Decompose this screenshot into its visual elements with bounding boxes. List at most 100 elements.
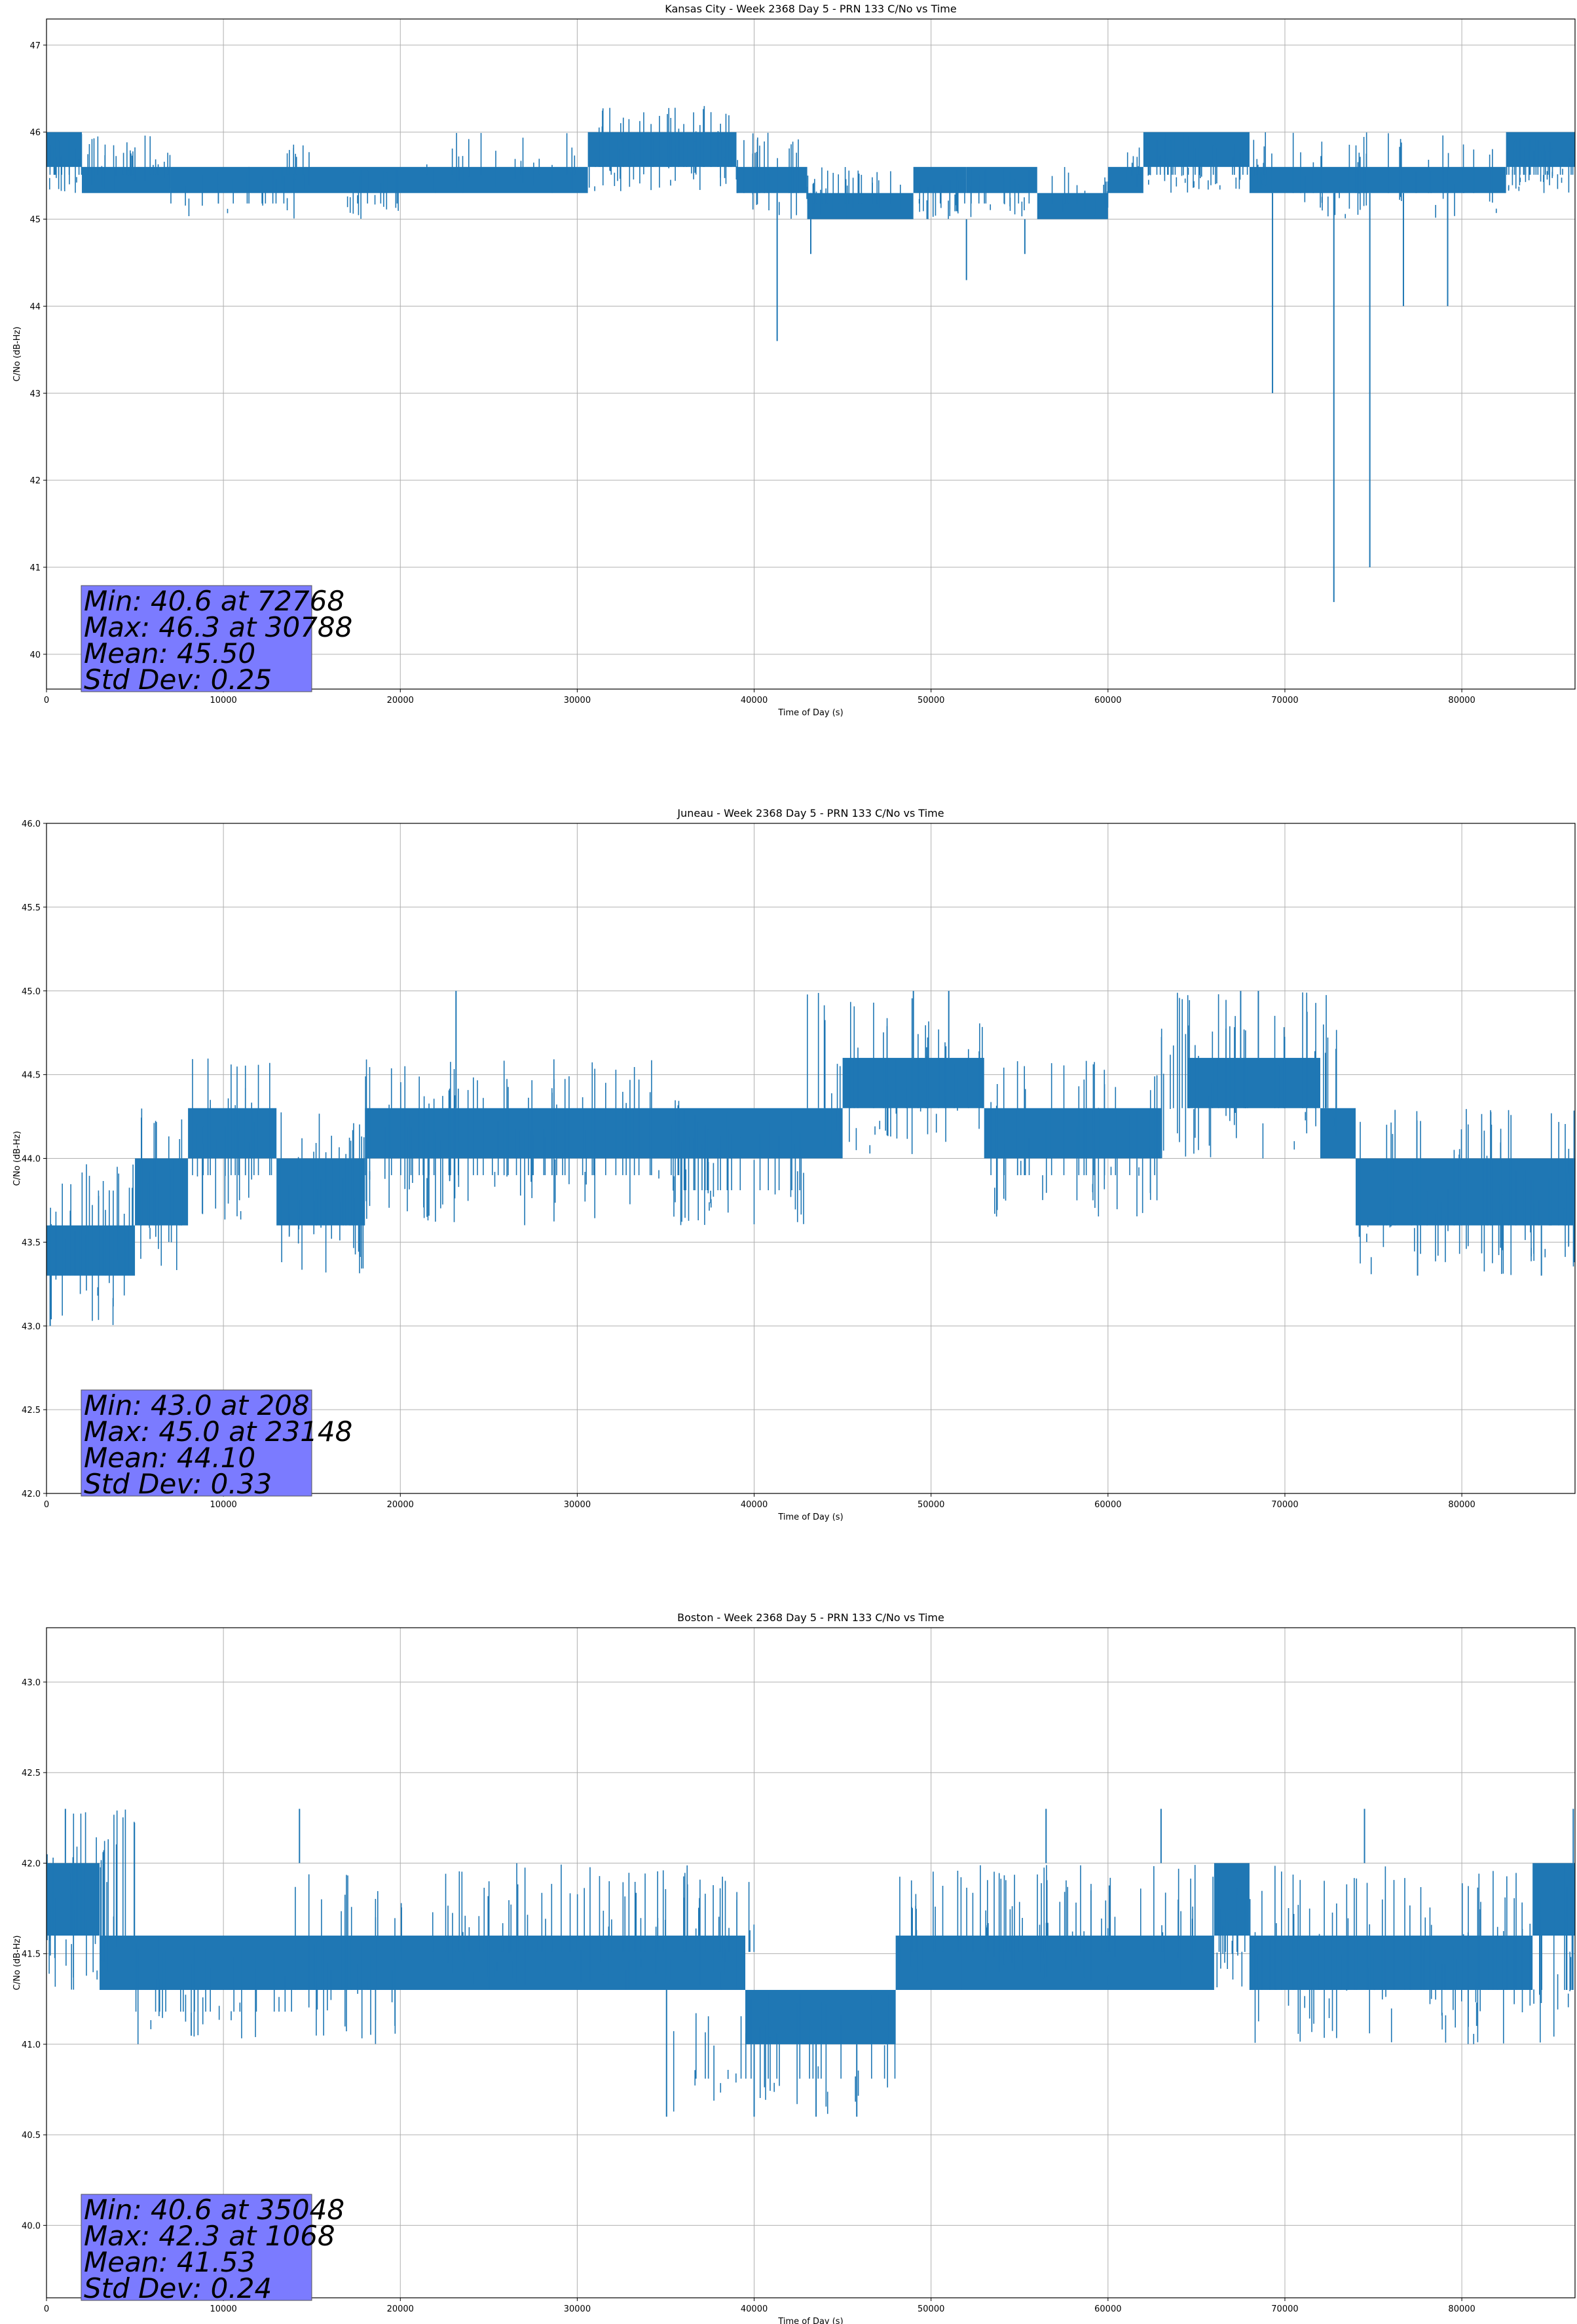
series-band xyxy=(842,1058,984,1108)
y-tick-label: 40 xyxy=(29,650,41,660)
x-tick-label: 60000 xyxy=(1094,1500,1121,1510)
stats-line: Mean: 44.10 xyxy=(84,1442,255,1474)
y-tick-label: 46 xyxy=(29,128,41,138)
series-band xyxy=(1187,1058,1320,1108)
chart-panel-2: 0 10000 20000 30000 40000 50000 60000 70000 8000… xyxy=(12,807,1576,1522)
series-band xyxy=(984,1108,1161,1159)
series-band xyxy=(188,1108,277,1159)
x-axis-label: Time of Day (s) xyxy=(777,708,843,718)
axes-frame xyxy=(46,18,1576,690)
series-band xyxy=(82,166,171,193)
series-band xyxy=(966,166,1037,193)
stats-line: Mean: 45.50 xyxy=(84,637,255,669)
x-axis-label: Time of Day (s) xyxy=(777,2317,843,2324)
y-tick-label: 42.0 xyxy=(22,1859,41,1869)
series-band xyxy=(1249,1936,1533,1990)
y-tick-label: 44.5 xyxy=(22,1071,41,1081)
stats-line: Std Dev: 0.25 xyxy=(84,664,272,696)
x-tick-label: 0 xyxy=(44,1500,49,1510)
series-band xyxy=(46,1225,136,1276)
x-tick-label: 70000 xyxy=(1271,696,1298,705)
y-tick-label: 42.5 xyxy=(22,1769,41,1778)
x-tick-label: 40000 xyxy=(741,2304,768,2314)
y-tick-label: 42.0 xyxy=(22,1490,41,1499)
y-tick-label: 42 xyxy=(29,476,41,486)
y-tick-label: 40.0 xyxy=(22,2221,41,2231)
x-tick-label: 70000 xyxy=(1271,1500,1298,1510)
y-tick-label: 45.0 xyxy=(22,987,41,997)
series-band xyxy=(100,1936,746,1990)
x-tick-label: 60000 xyxy=(1094,696,1121,705)
y-tick-label: 43 xyxy=(29,389,41,399)
x-tick-label: 60000 xyxy=(1094,2304,1121,2314)
stats-box xyxy=(81,1389,312,1497)
axes-frame xyxy=(46,1627,1576,2298)
chart-title: Boston - Week 2368 Day 5 - PRN 133 C/No … xyxy=(677,1611,944,1624)
x-tick-label: 80000 xyxy=(1448,2304,1475,2314)
x-tick-label: 0 xyxy=(44,2304,49,2314)
stats-box xyxy=(81,2194,312,2301)
series-band xyxy=(1320,1108,1356,1159)
y-tick-label: 45 xyxy=(29,216,41,225)
stats-line: Std Dev: 0.33 xyxy=(84,1468,272,1500)
series-band xyxy=(736,166,807,193)
x-tick-label: 30000 xyxy=(564,2304,591,2314)
chart-title: Juneau - Week 2368 Day 5 - PRN 133 C/No … xyxy=(677,807,944,819)
stats-line: Std Dev: 0.24 xyxy=(84,2272,272,2304)
series-band xyxy=(170,166,588,193)
chart-title: Kansas City - Week 2368 Day 5 - PRN 133 … xyxy=(665,3,956,15)
x-tick-label: 40000 xyxy=(741,1500,768,1510)
series-band xyxy=(1143,132,1250,167)
stats-line: Min: 43.0 at 208 xyxy=(84,1389,310,1421)
x-tick-label: 20000 xyxy=(387,2304,414,2314)
series-band xyxy=(587,132,737,167)
x-tick-label: 30000 xyxy=(564,696,591,705)
series-band xyxy=(1356,1158,1575,1226)
x-axis-label: Time of Day (s) xyxy=(777,1512,843,1522)
y-tick-label: 41.0 xyxy=(22,2040,41,2050)
x-tick-label: 10000 xyxy=(210,1500,236,1510)
y-tick-label: 46.0 xyxy=(22,819,41,829)
x-tick-label: 80000 xyxy=(1448,696,1475,705)
stats-line: Min: 40.6 at 35048 xyxy=(84,2194,344,2226)
chart-panel-3: 0 10000 20000 30000 40000 50000 60000 70000 8000… xyxy=(12,1611,1576,2324)
stats-line: Min: 40.6 at 72768 xyxy=(84,585,344,617)
stats-line: Max: 46.3 at 30788 xyxy=(84,611,352,643)
y-tick-label: 47 xyxy=(29,41,41,51)
stats-line: Max: 45.0 at 23148 xyxy=(84,1415,352,1448)
y-tick-label: 44 xyxy=(29,302,41,312)
y-tick-label: 40.5 xyxy=(22,2131,41,2141)
x-tick-label: 20000 xyxy=(387,696,414,705)
x-tick-label: 10000 xyxy=(210,696,236,705)
x-tick-label: 50000 xyxy=(918,696,944,705)
x-tick-label: 0 xyxy=(44,696,49,705)
x-tick-label: 70000 xyxy=(1271,2304,1298,2314)
x-tick-label: 10000 xyxy=(210,2304,236,2314)
x-tick-label: 80000 xyxy=(1448,1500,1475,1510)
y-axis-label: C/No (dB-Hz) xyxy=(12,327,22,382)
y-tick-label: 45.5 xyxy=(22,903,41,913)
y-tick-label: 41 xyxy=(29,563,41,573)
series-band xyxy=(807,193,914,219)
series-band xyxy=(895,1936,1214,1990)
chart-panel-1: 0 10000 20000 30000 40000 50000 60000 70000 8000… xyxy=(12,3,1576,718)
y-tick-label: 41.5 xyxy=(22,1950,41,1960)
x-tick-label: 40000 xyxy=(741,696,768,705)
x-tick-label: 50000 xyxy=(918,2304,944,2314)
stats-line: Max: 42.3 at 1068 xyxy=(84,2220,335,2252)
x-tick-label: 30000 xyxy=(564,1500,591,1510)
y-tick-label: 42.5 xyxy=(22,1406,41,1415)
x-tick-label: 50000 xyxy=(918,1500,944,1510)
y-tick-label: 43.0 xyxy=(22,1322,41,1332)
stats-box xyxy=(81,585,312,692)
x-tick-label: 20000 xyxy=(387,1500,414,1510)
series-band xyxy=(1249,166,1506,193)
series-band xyxy=(745,1989,896,2044)
y-axis-label: C/No (dB-Hz) xyxy=(12,1131,22,1186)
y-tick-label: 43.5 xyxy=(22,1238,41,1248)
y-axis-label: C/No (dB-Hz) xyxy=(12,1936,22,1991)
series-band xyxy=(365,1108,843,1159)
series-band xyxy=(1214,1863,1250,1936)
series-band xyxy=(1037,193,1108,219)
